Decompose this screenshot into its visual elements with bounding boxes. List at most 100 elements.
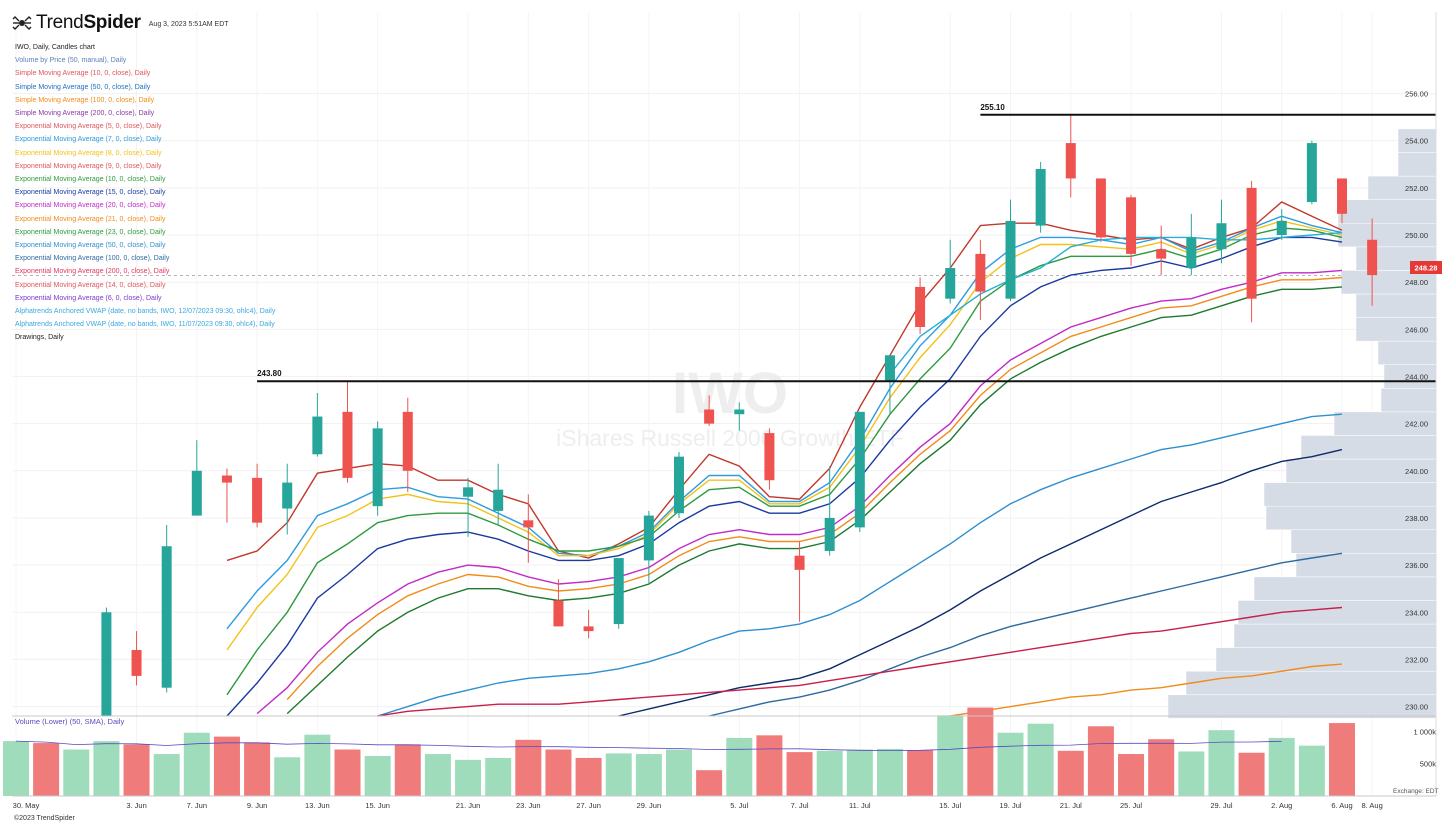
date-tick-label: 27. Jun	[576, 801, 601, 810]
candle-body	[1186, 237, 1197, 269]
volume-bar	[605, 753, 632, 796]
candle-body	[493, 489, 504, 511]
ma-line	[226, 215, 1343, 630]
ma-line	[226, 236, 1343, 717]
legend-item[interactable]: Exponential Moving Average (23, 0, close…	[15, 228, 166, 236]
legend-item[interactable]: Exponential Moving Average (14, 0, close…	[15, 281, 166, 289]
volume-profile-bar	[1397, 152, 1437, 177]
candle-body	[915, 286, 926, 327]
volume-bar	[153, 754, 180, 796]
volume-profile-bar	[1380, 388, 1437, 413]
volume-bar	[997, 732, 1024, 796]
svg-text:248.28: 248.28	[1415, 264, 1438, 273]
candle-body	[553, 600, 564, 627]
volume-bar	[635, 754, 662, 796]
candle-body	[764, 433, 775, 481]
watermark-name: iShares Russell 2000 Growth ETF	[556, 425, 904, 451]
volume-profile-bar	[1377, 340, 1437, 365]
volume-bar	[213, 736, 240, 796]
volume-profile-bar	[1233, 623, 1437, 648]
date-tick-label: 7. Jun	[187, 801, 207, 810]
legend-item[interactable]: Exponential Moving Average (21, 0, close…	[15, 215, 166, 223]
price-tick-label: 254.00	[1405, 137, 1428, 146]
candle-body	[704, 409, 715, 424]
volume-bar	[394, 744, 421, 796]
legend-item[interactable]: Exponential Moving Average (100, 0, clos…	[15, 255, 170, 263]
ma-line	[226, 227, 1343, 696]
volume-profile-bar	[1185, 670, 1437, 696]
date-tick-label: 3. Jun	[126, 801, 146, 810]
candle-body	[975, 253, 986, 292]
date-tick-label: 5. Jul	[730, 801, 748, 810]
legend-item[interactable]: Exponential Moving Average (10, 0, close…	[15, 176, 166, 184]
legend-item[interactable]: Alphatrends Anchored VWAP (date, no band…	[15, 321, 275, 329]
moving-averages	[226, 201, 1343, 717]
volume-bar	[93, 741, 120, 796]
candle-body	[613, 558, 624, 625]
price-tick-label: 232.00	[1405, 655, 1428, 664]
candle-body	[1246, 187, 1257, 299]
date-tick-label: 23. Jun	[516, 801, 541, 810]
ma-line	[286, 276, 1343, 700]
legend-item[interactable]: Alphatrends Anchored VWAP (date, no band…	[15, 308, 276, 316]
ma-line	[256, 269, 1343, 715]
legend-item[interactable]: Exponential Moving Average (8, 0, close)…	[15, 149, 162, 157]
candle-body	[945, 268, 956, 299]
date-tick-label: 19. Jul	[999, 801, 1021, 810]
legend-item[interactable]: Drawings, Daily	[15, 334, 64, 342]
volume-profile-bar	[1263, 482, 1437, 507]
price-tick-label: 248.00	[1405, 278, 1428, 287]
date-tick-label: 7. Jul	[791, 801, 809, 810]
candle-body	[1276, 220, 1287, 236]
volume-bar	[123, 744, 150, 796]
legend-item[interactable]: Exponential Moving Average (15, 0, close…	[15, 189, 166, 197]
volume-bar	[846, 749, 873, 796]
volume-profile-bar	[1337, 199, 1437, 224]
legend-item[interactable]: Exponential Moving Average (6, 0, close)…	[15, 294, 162, 302]
date-tick-label: 8. Aug	[1361, 801, 1382, 810]
legend-item[interactable]: Exponential Moving Average (7, 0, close)…	[15, 136, 162, 144]
volume-bar	[485, 757, 512, 796]
legend-item[interactable]: Simple Moving Average (200, 0, close), D…	[15, 110, 155, 118]
legend-item[interactable]: Simple Moving Average (50, 0, close), Da…	[15, 83, 151, 91]
date-tick-label: 15. Jun	[365, 801, 390, 810]
date-tick-label: 29. Jun	[637, 801, 662, 810]
price-tick-label: 250.00	[1405, 231, 1428, 240]
candle-body	[1156, 249, 1167, 259]
ma-line	[377, 413, 1343, 717]
date-tick-label: 25. Jul	[1120, 801, 1142, 810]
legend-item[interactable]: Simple Moving Average (100, 0, close), D…	[15, 96, 155, 104]
legend-item[interactable]: Volume by Price (50, manual), Daily	[15, 57, 127, 65]
volume-bar	[816, 750, 843, 796]
candle-body	[1035, 169, 1046, 226]
legend-item[interactable]: Exponential Moving Average (50, 0, close…	[15, 242, 166, 250]
legend-item[interactable]: IWO, Daily, Candles chart	[15, 44, 96, 51]
candle-body	[734, 409, 745, 415]
date-tick-label: 6. Aug	[1331, 801, 1352, 810]
volume-bar	[1118, 754, 1145, 796]
ma-line	[286, 286, 1343, 715]
price-tick-label: 246.00	[1405, 325, 1428, 334]
date-tick-label: 21. Jun	[456, 801, 481, 810]
volume-bar	[726, 737, 753, 796]
volume-bar	[967, 707, 994, 796]
price-tick-label: 230.00	[1405, 703, 1428, 712]
price-tick-label: 240.00	[1405, 467, 1428, 476]
candle-body	[1005, 220, 1016, 299]
legend-item[interactable]: Exponential Moving Average (9, 0, close)…	[15, 162, 162, 170]
volume-tick-label: 500k	[1420, 760, 1437, 769]
legend-item[interactable]: Exponential Moving Average (5, 0, close)…	[15, 123, 162, 131]
candle-body	[191, 470, 202, 516]
volume-bar	[937, 715, 964, 796]
candle-body	[1216, 223, 1227, 250]
volume-bar	[545, 749, 572, 796]
legend-item[interactable]: Simple Moving Average (10, 0, close), Da…	[15, 70, 151, 78]
volume-bar	[274, 757, 301, 796]
price-tick-label: 252.00	[1405, 184, 1428, 193]
indicator-legend: IWO, Daily, Candles chart Volume by Price…	[15, 41, 275, 345]
legend-item[interactable]: Exponential Moving Average (200, 0, clos…	[15, 268, 170, 276]
volume-bar	[1208, 730, 1235, 796]
volume-bar	[334, 749, 361, 796]
legend-item[interactable]: Exponential Moving Average (20, 0, close…	[15, 202, 166, 210]
